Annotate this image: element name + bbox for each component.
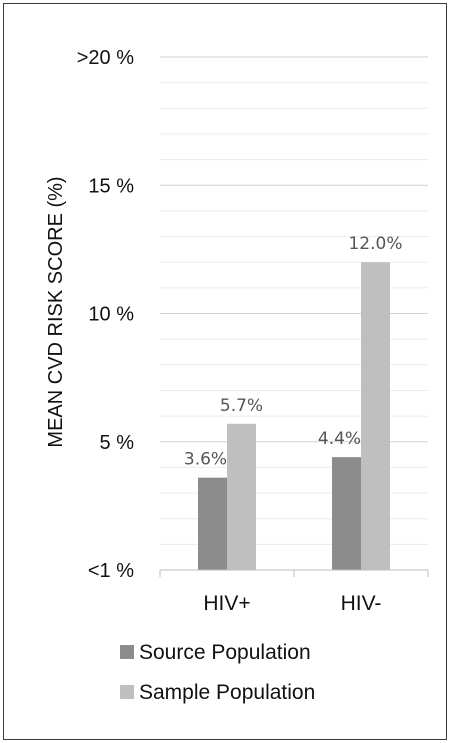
bar [198, 477, 227, 570]
y-tick-label: >20 % [77, 47, 134, 69]
y-tick-label: <1 % [88, 560, 134, 582]
x-category-labels: HIV+ HIV- [203, 592, 381, 615]
x-category-label: HIV+ [203, 592, 250, 615]
data-labels: 3.6% 5.7% 4.4% 12.0% [184, 234, 403, 469]
y-tick-label: 10 % [88, 304, 134, 326]
legend-label: Source Population [139, 641, 311, 664]
legend: Source Population Sample Population [120, 641, 315, 704]
data-label: 12.0% [348, 234, 402, 254]
axis-group [159, 569, 429, 577]
y-tick-label: 15 % [88, 175, 134, 197]
data-label: 4.4% [318, 429, 361, 449]
bar [332, 457, 361, 570]
legend-label: Sample Population [139, 681, 315, 704]
data-label: 3.6% [184, 450, 227, 470]
bar [361, 262, 390, 570]
y-axis-label: MEAN CVD RISK SCORE (%) [45, 176, 67, 447]
legend-swatch [120, 685, 134, 699]
y-tick-label: 5 % [100, 432, 135, 454]
y-tick-labels: <1 % 5 % 10 % 15 % >20 % [77, 47, 134, 582]
bars-group [198, 262, 390, 570]
x-category-label: HIV- [341, 592, 382, 615]
bar [227, 423, 256, 570]
data-label: 5.7% [220, 396, 263, 416]
legend-swatch [120, 645, 134, 659]
